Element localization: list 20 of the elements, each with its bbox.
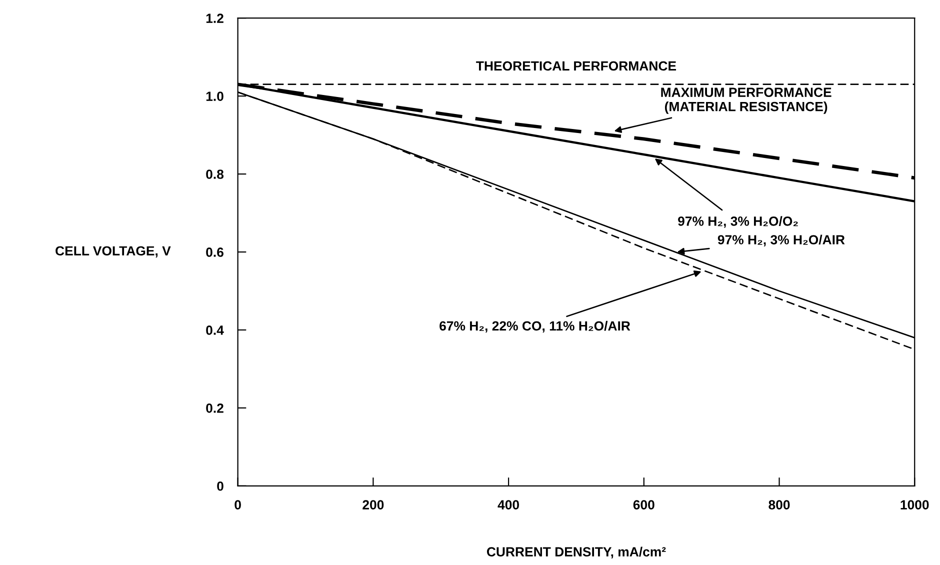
y-tick-label: 0.2 (206, 403, 224, 413)
annotation: 97% H₂, 3% H₂O/O₂ (678, 216, 798, 228)
x-tick-label: 0 (234, 500, 241, 510)
y-tick-label: 0.6 (206, 248, 224, 257)
annotation: MAXIMUM PERFORMANCE (MATERIAL RESISTANCE) (661, 88, 832, 114)
y-axis-title: CELL VOLTAGE, V (56, 246, 171, 258)
y-tick-label: 1.2 (206, 14, 224, 23)
x-tick-label: 600 (633, 500, 654, 510)
annotation: 97% H₂, 3% H₂O/AIR (718, 234, 845, 246)
y-tick-label: 0.8 (206, 170, 224, 179)
y-tick-label: 1.0 (206, 92, 224, 101)
x-tick-label: 1000 (900, 500, 929, 510)
x-axis-title: CURRENT DENSITY, mA/cm² (486, 546, 666, 558)
annotation: 67% H₂, 22% CO, 11% H₂O/AIR (440, 320, 630, 332)
x-tick-label: 400 (498, 500, 520, 510)
x-tick-label: 200 (362, 500, 384, 510)
y-tick-label: 0.4 (206, 326, 224, 335)
x-tick-label: 800 (768, 500, 790, 510)
ref-line-label: THEORETICAL PERFORMANCE (476, 61, 676, 71)
y-tick-label: 0 (217, 481, 224, 491)
